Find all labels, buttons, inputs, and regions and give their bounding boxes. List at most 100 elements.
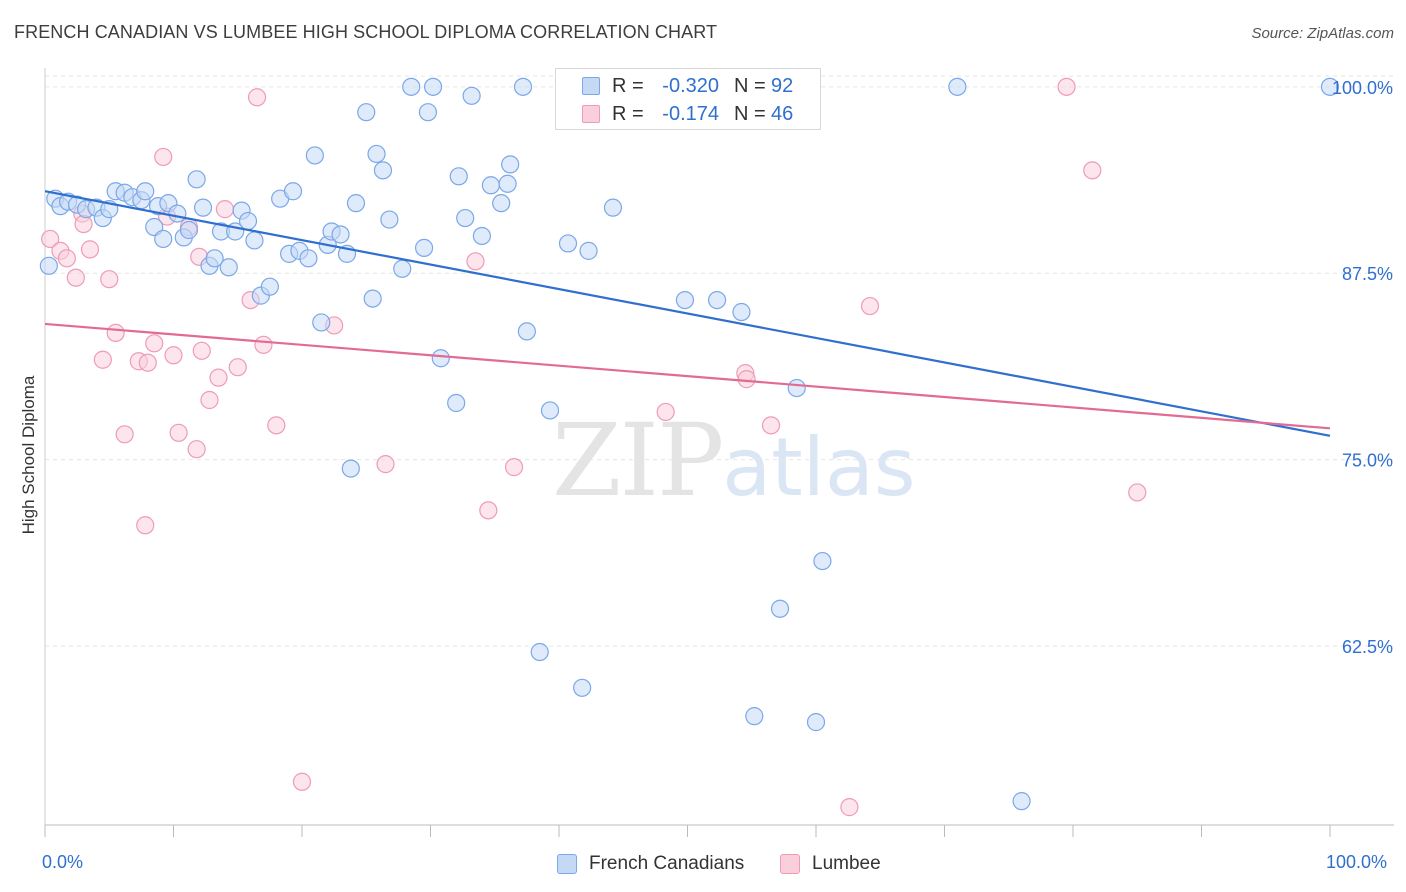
data-point [540,401,560,420]
data-point [283,182,303,201]
data-point [1083,161,1102,180]
trend-lines [44,190,1331,437]
data-point [192,341,211,360]
data-point [472,226,491,246]
data-point [504,458,524,477]
data-point [787,378,806,398]
data-point [193,198,213,217]
legend-swatch-lumbee [582,105,600,123]
data-point [393,259,412,278]
data-point [115,425,134,444]
stats-legend: R = -0.320 N = 92 R = -0.174 N = 46 [555,68,821,130]
data-point [376,455,395,474]
data-point [1012,792,1031,811]
data-point [501,155,520,174]
data-point [380,210,399,229]
r-label: R = [612,75,644,97]
data-point [707,290,727,310]
data-point [245,231,264,250]
data-point [603,198,623,217]
data-point [498,174,517,193]
data-point [228,358,247,377]
data-point [215,200,234,219]
data-point [462,86,481,105]
r-label: R = [612,103,644,125]
data-point [517,322,536,341]
data-point [331,225,350,244]
data-point [813,551,832,571]
data-point [80,240,100,259]
n-label: N = [734,103,766,125]
data-point [93,350,112,369]
data-point [402,77,421,96]
stats-row-lumbee: R = -0.174 N = 46 [556,101,820,129]
y-tick-label: 100.0% [1332,78,1393,98]
data-point [164,346,183,365]
source-label: Source: ZipAtlas.com [1251,25,1394,42]
data-point [558,234,578,253]
data-point [305,146,324,165]
n-value: 46 [771,103,794,125]
data-point [66,268,85,287]
data-point [169,423,188,442]
y-tick-label: 87.5% [1342,264,1393,284]
trend-line [44,322,1331,430]
data-point [57,249,76,268]
data-point [414,238,434,257]
data-point [74,214,93,234]
data-point [770,599,790,618]
legend-swatch-lumbee [780,854,800,874]
data-point [431,349,450,368]
data-point [447,393,466,413]
data-point [187,440,206,459]
data-point [187,170,206,189]
data-point [530,642,549,662]
data-point [367,144,386,164]
data-point [200,390,219,410]
data-point [254,335,273,354]
chart-title: FRENCH CANADIAN VS LUMBEE HIGH SCHOOL DI… [14,22,718,42]
r-value: -0.320 [662,75,719,97]
data-point [418,103,438,122]
data-point [840,798,859,817]
data-point [136,182,155,201]
data-point [346,194,366,213]
data-point [423,77,443,96]
data-point [745,707,764,726]
grid-lines [45,75,1394,647]
data-point [205,249,224,268]
data-point [737,370,756,389]
data-point [761,416,781,435]
r-value: -0.174 [662,103,719,125]
data-point [209,368,228,387]
data-point [806,713,826,732]
series-french-canadians [39,77,1340,811]
data-point [456,208,475,228]
data-point [732,302,751,322]
data-point [860,296,880,316]
data-point [449,167,468,186]
y-tick-label: 75.0% [1342,451,1393,471]
data-point [247,88,267,107]
data-point [219,258,238,277]
watermark: ZIPatlas [552,402,916,519]
data-point [106,323,125,342]
watermark-atlas: atlas [722,421,916,514]
data-point [656,402,675,422]
data-point [363,289,382,308]
data-point [292,772,312,791]
data-point [154,229,173,249]
data-point [1057,77,1076,96]
data-point [238,211,258,231]
y-tick-labels: 100.0% 87.5% 75.0% 62.5% [1332,78,1393,657]
data-point [179,220,199,240]
data-point [138,353,157,372]
data-point [136,516,155,535]
trend-line [44,190,1331,437]
data-point [299,249,318,268]
y-tick-label: 62.5% [1342,637,1393,657]
legend-label-french-canadians: French Canadians [589,853,745,874]
data-point [573,678,592,697]
series-legend: French Canadians Lumbee [0,852,1406,878]
